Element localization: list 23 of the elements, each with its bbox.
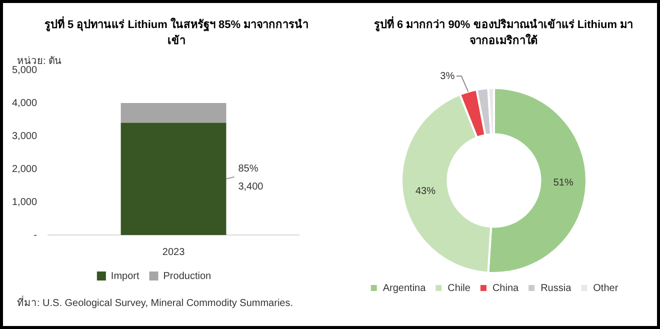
y-tick-label: 4,000 — [12, 98, 38, 109]
y-tick-label: 1,000 — [12, 196, 38, 208]
legend-label: Chile — [448, 282, 471, 294]
legend-label: Argentina — [382, 282, 426, 294]
y-tick-label: - — [34, 230, 38, 241]
y-axis-title: หน่วย: ตัน — [17, 55, 62, 67]
legend-label: China — [492, 282, 520, 294]
legend-label: Russia — [540, 282, 572, 294]
chart-title: รูปที่ 6 มากกว่า 90% ของปริมาณนำเข้าแร่ Lithium มาจากอเมริกาใต้ — [372, 17, 634, 49]
text: ที่มา: U.S. Geological Survey, Mineral Commodity Summaries. — [17, 295, 294, 310]
y-tick-label: 5,000 — [12, 64, 38, 76]
data-label: 3% — [440, 70, 455, 82]
x-tick-label: 2023 — [162, 246, 186, 258]
chart-title: รูปที่ 5 อุปทานแร่ Lithium ในสหรัฐฯ 85% มาจากการนำเข้า — [43, 17, 310, 49]
data-label: 43% — [415, 186, 436, 198]
data-label: 51% — [553, 177, 574, 188]
legend-label: Import — [110, 270, 140, 282]
y-tick-label: 2,000 — [12, 164, 38, 175]
annotation: 85% — [238, 164, 258, 175]
data-label: 3,400 — [238, 182, 264, 193]
legend-label: Other — [593, 282, 619, 294]
y-tick-label: 3,000 — [12, 130, 38, 142]
legend-label: Production — [163, 270, 212, 282]
